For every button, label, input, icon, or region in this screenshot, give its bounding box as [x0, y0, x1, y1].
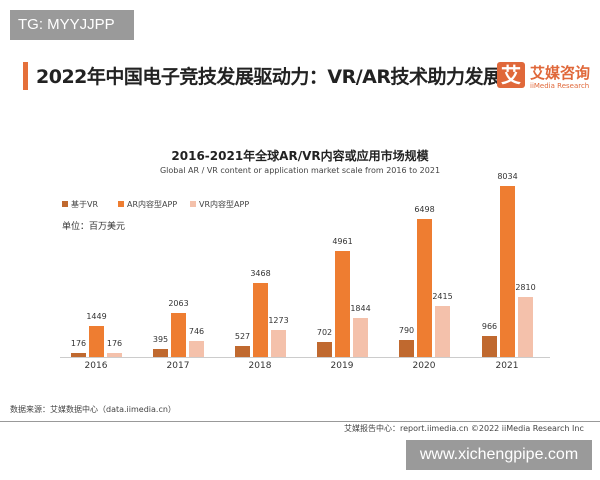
legend-swatch — [62, 201, 68, 207]
bar — [500, 186, 515, 357]
legend-item: 基于VR — [62, 199, 98, 210]
bar — [399, 340, 414, 357]
data-label: 2810 — [515, 283, 536, 293]
data-label: 176 — [106, 339, 123, 349]
data-label: 176 — [70, 339, 87, 349]
data-label: 8034 — [497, 172, 518, 181]
x-tick-label: 2017 — [166, 361, 190, 371]
logo-icon: 艾 — [497, 62, 525, 88]
legend-swatch — [118, 201, 124, 207]
logo-subtext: iiMedia Research — [530, 82, 590, 90]
x-tick-label: 2018 — [248, 361, 272, 371]
data-label: 790 — [398, 326, 415, 336]
data-label: 2415 — [432, 291, 453, 301]
page-title: 2022年中国电子竞技发展驱动力：VR/AR技术助力发展 — [36, 66, 502, 88]
data-label: 527 — [234, 331, 251, 341]
x-tick-label: 2019 — [330, 361, 354, 371]
data-label: 395 — [152, 334, 169, 344]
bar — [153, 348, 168, 357]
legend-swatch — [190, 201, 196, 207]
data-label: 4961 — [332, 237, 353, 247]
bar — [335, 251, 350, 357]
x-axis-line — [60, 357, 550, 358]
logo-text: 艾媒咨询 — [530, 64, 591, 82]
bar — [353, 317, 368, 357]
title-accent-bar — [23, 62, 28, 90]
bar — [253, 283, 268, 357]
legend-label: VR内容型APP — [199, 200, 250, 209]
bar — [71, 353, 86, 357]
legend-item: VR内容型APP — [190, 199, 249, 210]
data-label: 6498 — [414, 204, 435, 214]
data-label: 3468 — [250, 269, 271, 279]
bar — [482, 336, 497, 357]
data-label: 1449 — [86, 312, 107, 322]
x-tick-label: 2016 — [84, 361, 108, 371]
bar — [271, 329, 286, 357]
bar — [518, 297, 533, 357]
chart-title: 2016-2021年全球AR/VR内容或应用市场规模 — [171, 149, 429, 163]
x-tick-label: 2020 — [412, 361, 436, 371]
bar — [107, 353, 122, 357]
unit-label: 单位：百万美元 — [62, 222, 126, 232]
footer-divider — [0, 421, 600, 422]
data-label: 1273 — [268, 315, 289, 325]
data-label: 966 — [481, 322, 498, 332]
legend-item: AR内容型APP — [118, 199, 177, 210]
footer-credit: 艾媒报告中心：report.iimedia.cn ©2022 iiMedia R… — [344, 424, 584, 433]
data-label: 702 — [316, 328, 333, 338]
bar — [417, 218, 432, 357]
data-source: 数据来源：艾媒数据中心（data.iimedia.cn） — [10, 405, 176, 414]
bar — [317, 342, 332, 357]
data-label: 2063 — [168, 299, 189, 309]
bar — [171, 313, 186, 357]
legend-label: 基于VR — [71, 200, 99, 209]
x-tick-label: 2021 — [495, 361, 519, 371]
bar — [189, 341, 204, 357]
legend-label: AR内容型APP — [127, 200, 178, 209]
bar — [89, 326, 104, 357]
chart-subtitle: Global AR / VR content or application ma… — [159, 166, 441, 175]
data-label: 1844 — [350, 303, 371, 313]
bar — [235, 345, 250, 357]
watermark-bottom: www.xichengpipe.com — [406, 440, 592, 470]
data-label: 746 — [188, 327, 205, 337]
bar — [435, 305, 450, 357]
watermark-top: TG: MYYJJPP — [10, 10, 134, 40]
